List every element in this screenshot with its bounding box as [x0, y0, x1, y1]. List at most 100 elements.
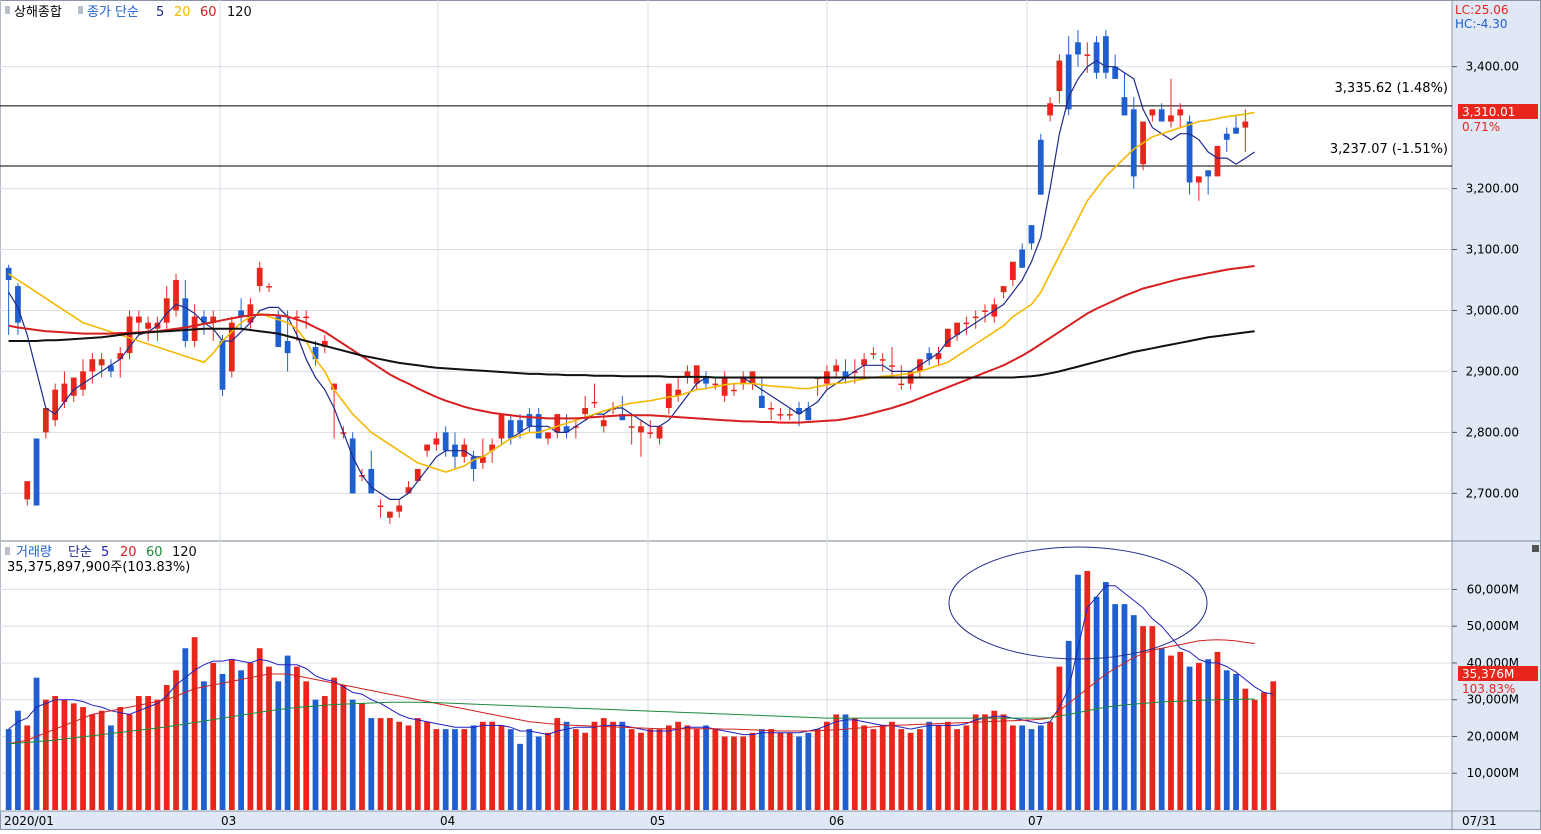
candle-body-93 — [870, 353, 877, 355]
candle-body-50 — [470, 456, 477, 469]
candle-body-102 — [954, 322, 960, 335]
volume-ma-20: 20 — [120, 545, 137, 560]
volume-bar-4 — [42, 699, 49, 810]
volume-tick-label-1: 20,000M — [1467, 729, 1519, 743]
volume-bar-92 — [861, 725, 867, 810]
last-volume: 35,376M — [1462, 667, 1514, 681]
volume-bar-131 — [1223, 670, 1230, 810]
candle-body-66 — [619, 414, 626, 421]
volume-bar-135 — [1261, 692, 1267, 810]
candle-body-101 — [944, 328, 951, 348]
candle-body-64 — [600, 420, 607, 427]
volume-bar-66 — [619, 721, 626, 810]
volume-bar-93 — [870, 729, 877, 810]
panel-close-icon[interactable] — [1532, 545, 1539, 552]
price-ma-5: 5 — [156, 5, 164, 20]
volume-bar-5 — [52, 696, 59, 810]
volume-bar-20 — [191, 637, 198, 810]
volume-bar-105 — [982, 714, 988, 810]
price-tick-label-1: 2,800.00 — [1466, 425, 1519, 439]
candle-body-131 — [1223, 133, 1230, 140]
volume-bar-16 — [154, 699, 161, 810]
volume-bar-36 — [340, 685, 347, 810]
candle-body-37 — [349, 438, 356, 494]
candle-body-92 — [861, 359, 867, 366]
candle-body-62 — [582, 408, 589, 415]
candle-body-51 — [479, 456, 486, 463]
current-volume-badge — [1458, 666, 1538, 681]
candle-body-40 — [377, 505, 384, 508]
candle-body-42 — [396, 505, 403, 512]
volume-bar-33 — [312, 699, 319, 810]
candle-body-17 — [163, 298, 170, 323]
price-ma-60: 60 — [200, 5, 217, 20]
upper-reference-label: 3,335.62 (1.48%) — [1335, 81, 1448, 96]
volume-bar-61 — [572, 729, 579, 810]
volume-bar-8 — [80, 707, 86, 810]
price-ma-20: 20 — [174, 5, 191, 20]
volume-bars — [5, 571, 1277, 810]
candle-body-133 — [1242, 121, 1249, 128]
volume-bar-32 — [303, 681, 310, 810]
x-label-05: 05 — [650, 814, 665, 828]
volume-bar-75 — [703, 725, 709, 810]
price-tick-label-2: 2,900.00 — [1466, 364, 1519, 378]
x-label-03: 03 — [221, 814, 236, 828]
volume-bar-6 — [61, 699, 68, 810]
candle-body-52 — [489, 444, 496, 451]
volume-bar-123 — [1149, 626, 1156, 810]
candle-body-6 — [61, 383, 68, 402]
candle-body-10 — [98, 359, 105, 366]
candle-body-28 — [266, 286, 272, 288]
candle-body-85 — [796, 408, 802, 415]
price-ma-line-120 — [8, 327, 1255, 379]
candle-body-53 — [498, 414, 505, 439]
price-ma-line-60 — [8, 265, 1255, 424]
volume-bar-110 — [1028, 729, 1035, 810]
candle-body-39 — [368, 468, 375, 494]
volume-bar-42 — [396, 721, 403, 810]
volume-bar-39 — [368, 718, 375, 810]
volume-bar-124 — [1158, 648, 1165, 810]
candle-body-4 — [42, 408, 49, 433]
volume-bar-22 — [210, 662, 217, 810]
candle-body-94 — [879, 359, 886, 361]
volume-bar-103 — [963, 725, 970, 810]
volume-bar-40 — [377, 718, 384, 810]
candle-body-54 — [507, 420, 514, 439]
last-volume-ratio: 103.83% — [1462, 682, 1515, 696]
volume-bar-128 — [1195, 662, 1202, 810]
price-ma-120: 120 — [227, 5, 252, 20]
volume-bar-78 — [731, 736, 737, 810]
candle-body-68 — [638, 426, 644, 433]
volume-bar-47 — [442, 729, 449, 810]
volume-bar-94 — [879, 725, 886, 810]
price-tick-label-6: 3,400.00 — [1466, 60, 1519, 74]
x-label-2020-01: 2020/01 — [4, 814, 54, 828]
volume-bar-30 — [284, 655, 291, 810]
volume-bar-80 — [749, 732, 756, 810]
volume-bar-118 — [1102, 582, 1109, 810]
volume-bar-55 — [517, 743, 523, 810]
volume-bar-85 — [796, 736, 802, 810]
volume-bar-12 — [117, 707, 124, 810]
candle-body-82 — [768, 408, 775, 410]
candle-body-22 — [210, 316, 217, 323]
volume-bar-71 — [665, 725, 672, 810]
candle-body-33 — [312, 347, 319, 360]
volume-bar-26 — [247, 662, 254, 810]
candle-body-79 — [740, 377, 747, 384]
candle-body-126 — [1177, 109, 1184, 116]
reference-lines — [0, 105, 1452, 167]
volume-bar-53 — [498, 725, 505, 810]
candle-body-24 — [228, 322, 235, 372]
candle-body-21 — [201, 316, 207, 323]
volume-bar-3 — [33, 677, 40, 810]
candle-body-9 — [89, 359, 96, 372]
volume-bar-41 — [387, 718, 393, 810]
hc-readout: HC:-4.30 — [1455, 17, 1508, 31]
volume-bar-111 — [1037, 725, 1044, 810]
volume-bar-29 — [275, 681, 282, 810]
